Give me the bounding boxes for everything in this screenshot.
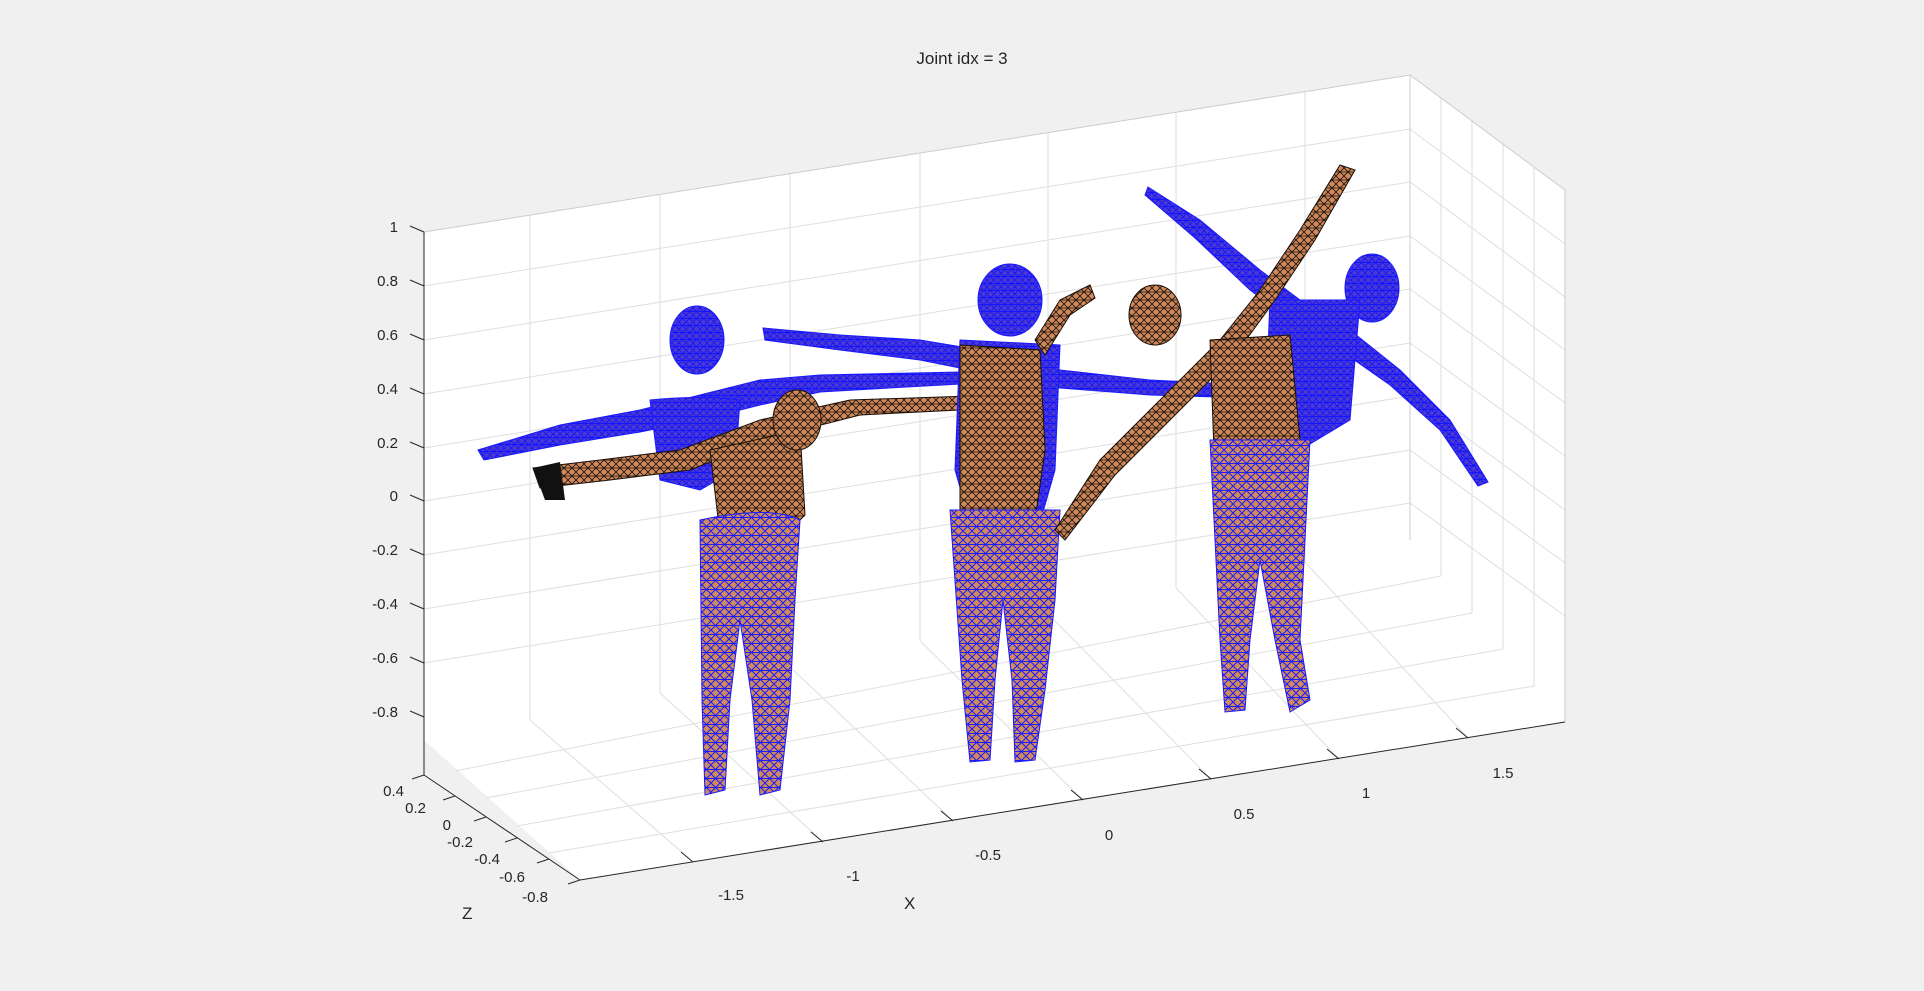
side-pane: [1410, 75, 1565, 722]
box-edges: [423, 74, 1566, 722]
mesh-posed-left: [532, 389, 1001, 796]
z-tick-labels: 0.4 0.2 0 -0.2 -0.4 -0.6 -0.8: [383, 783, 548, 906]
z-tick-label: 0.2: [405, 800, 426, 817]
z-tick-label: 0.4: [383, 783, 404, 800]
y-axis-ticks: [409, 225, 425, 718]
x-tick-label: 1: [1362, 785, 1370, 802]
plot-title: Joint idx = 3: [916, 49, 1008, 68]
y-tick-label: 0: [390, 488, 398, 505]
z-tick-label: 0: [443, 817, 451, 834]
x-axis-label: X: [904, 894, 915, 913]
x-tick-label: 1.5: [1493, 765, 1514, 782]
y-tick-label: 0.4: [377, 381, 398, 398]
z-tick-label: -0.6: [499, 869, 525, 886]
y-tick-label: 0.2: [377, 435, 398, 452]
x-tick-label: 0: [1105, 827, 1113, 844]
z-axis-label: Z: [462, 904, 472, 923]
y-tick-labels: 1 0.8 0.6 0.4 0.2 0 -0.2 -0.4 -0.6 -0.8: [372, 219, 398, 721]
y-tick-label: -0.8: [372, 704, 398, 721]
mesh-posed-center: [949, 284, 1096, 763]
x-tick-labels: -1.5 -1 -0.5 0 0.5 1 1.5: [718, 765, 1513, 904]
x-tick-label: -1: [846, 868, 859, 885]
x-tick-label: -0.5: [975, 847, 1001, 864]
y-tick-label: 1: [390, 219, 398, 236]
x-tick-label: 0.5: [1234, 806, 1255, 823]
y-tick-label: -0.4: [372, 596, 398, 613]
y-tick-label: -0.6: [372, 650, 398, 667]
y-tick-label: 0.8: [377, 273, 398, 290]
z-tick-label: -0.2: [447, 834, 473, 851]
axis-lines: [423, 232, 1566, 881]
y-tick-label: 0.6: [377, 327, 398, 344]
x-tick-label: -1.5: [718, 887, 744, 904]
x-axis-ticks: [680, 727, 1469, 863]
mesh-posed-right: [1054, 164, 1356, 713]
z-axis-ticks: [411, 774, 581, 885]
z-tick-label: -0.4: [474, 851, 500, 868]
y-tick-label: -0.2: [372, 542, 398, 559]
z-tick-label: -0.8: [522, 889, 548, 906]
